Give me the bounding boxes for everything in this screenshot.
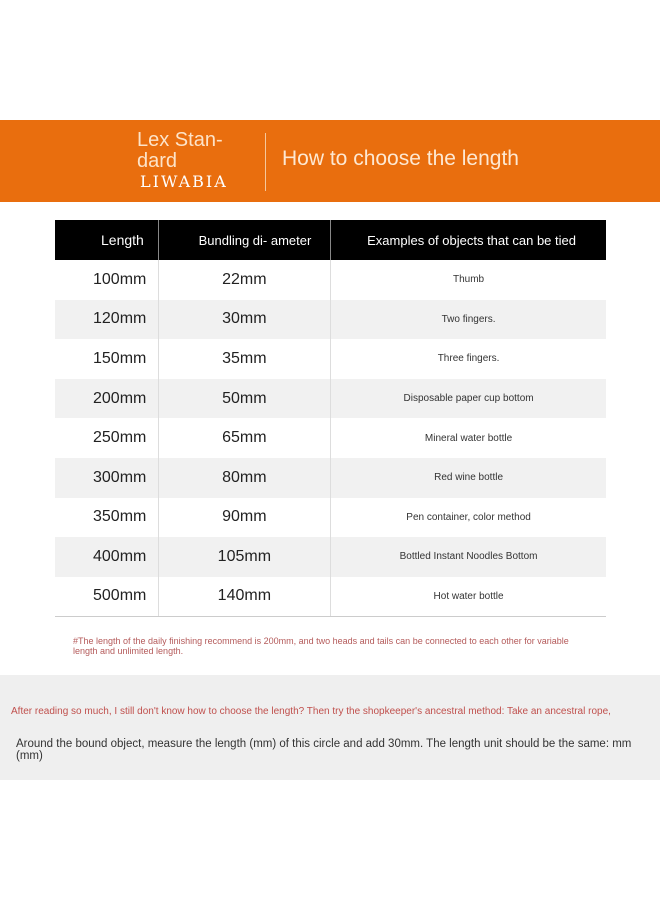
example-cell: Hot water bottle — [330, 576, 606, 617]
divider — [265, 133, 266, 191]
diameter-cell: 140mm — [157, 576, 331, 617]
diameter-cell: 105mm — [157, 537, 331, 577]
diameter-cell: 35mm — [157, 339, 331, 379]
brand: Lex Stan- dard LIWABIA — [137, 130, 228, 192]
table-row: 120mm 30mm Two fingers. — [55, 299, 606, 340]
table-row: 300mm 80mm Red wine bottle — [55, 457, 606, 498]
header-diameter: Bundling di- ameter — [157, 220, 331, 260]
header-banner: Lex Stan- dard LIWABIA How to choose the… — [0, 120, 660, 202]
example-cell: Disposable paper cup bottom — [330, 378, 606, 419]
diameter-cell: 80mm — [157, 457, 331, 498]
table-row: 250mm 65mm Mineral water bottle — [55, 418, 606, 458]
recommendation-note: #The length of the daily finishing recom… — [73, 636, 569, 656]
table-row: 500mm 140mm Hot water bottle — [55, 576, 606, 617]
example-cell: Bottled Instant Noodles Bottom — [330, 537, 606, 577]
length-cell: 300mm — [55, 457, 159, 498]
example-cell: Red wine bottle — [330, 457, 606, 498]
brand-logo: LIWABIA — [140, 172, 228, 191]
length-cell: 100mm — [93, 270, 147, 288]
diameter-cell: 65mm — [157, 418, 331, 458]
table-row: 150mm 35mm Three fingers. — [55, 339, 606, 379]
brand-line-1: Lex Stan- — [137, 129, 223, 151]
length-cell: 120mm — [55, 299, 159, 340]
length-cell: 150mm — [93, 349, 147, 367]
tip-line-2: Around the bound object, measure the len… — [16, 738, 632, 762]
example-cell: Thumb — [330, 260, 606, 300]
header-length: Length — [55, 220, 159, 260]
diameter-cell: 90mm — [157, 497, 331, 538]
table-header: Length Bundling di- ameter Examples of o… — [55, 220, 606, 260]
tip-section: After reading so much, I still don't kno… — [0, 675, 660, 780]
example-cell: Two fingers. — [330, 299, 606, 340]
example-cell: Mineral water bottle — [330, 418, 606, 458]
page-title: How to choose the length — [282, 147, 519, 170]
diameter-cell: 30mm — [157, 299, 331, 340]
table-row: 350mm 90mm Pen container, color method — [55, 497, 606, 538]
tip-line-1: After reading so much, I still don't kno… — [11, 706, 611, 717]
example-cell: Three fingers. — [330, 339, 606, 379]
length-cell: 250mm — [93, 429, 147, 447]
table-row: 200mm 50mm Disposable paper cup bottom — [55, 378, 606, 419]
table-row: 400mm 105mm Bottled Instant Noodles Bottom — [55, 537, 606, 577]
diameter-cell: 22mm — [157, 260, 331, 300]
header-examples: Examples of objects that can be tied — [330, 220, 606, 260]
example-cell: Pen container, color method — [330, 497, 606, 538]
length-cell: 500mm — [55, 576, 159, 617]
length-table: Length Bundling di- ameter Examples of o… — [55, 220, 606, 617]
length-cell: 400mm — [55, 537, 159, 577]
length-cell: 200mm — [55, 378, 159, 419]
brand-line-2: dard — [137, 150, 178, 172]
table-row: 100mm 22mm Thumb — [55, 260, 606, 300]
diameter-cell: 50mm — [157, 378, 331, 419]
length-cell: 350mm — [93, 508, 147, 526]
